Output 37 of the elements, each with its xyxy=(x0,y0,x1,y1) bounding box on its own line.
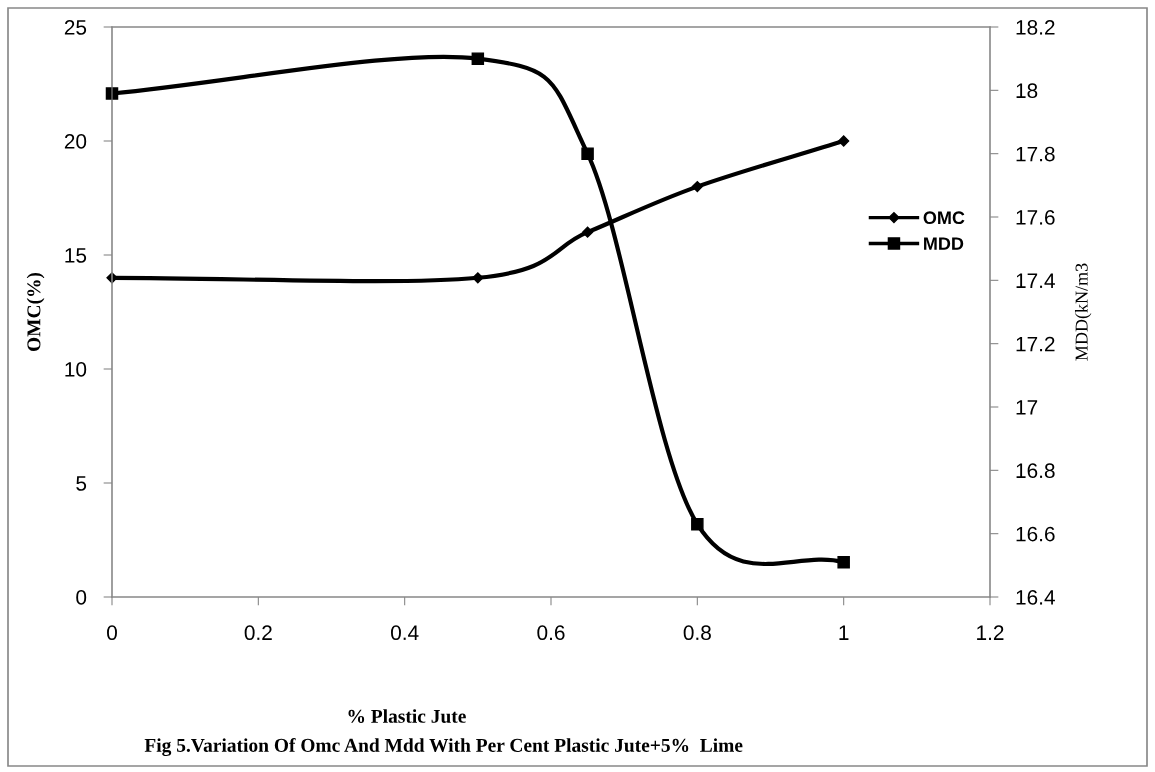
x-tick-label: 1.2 xyxy=(977,625,1004,640)
x-tick-label: 0.2 xyxy=(244,625,272,641)
y2-tick-label: 17.8 xyxy=(1016,146,1055,162)
y-tick-label: 10 xyxy=(65,362,87,377)
point xyxy=(581,226,594,238)
x-tick-label: 0.6 xyxy=(537,625,565,641)
y-tick-label: 0 xyxy=(76,590,87,605)
legend-label: MDD xyxy=(924,237,964,250)
legend-label: OMC xyxy=(923,211,965,225)
y2-tick-label: 17.6 xyxy=(1016,210,1055,225)
y2-tick-label: 18 xyxy=(1016,83,1038,99)
x-tick-label: 0.4 xyxy=(391,625,419,641)
y-axis-title: OMC(%) xyxy=(26,272,45,352)
y2-tick-label: 16.6 xyxy=(1016,526,1055,542)
y-tick-label: 25 xyxy=(64,20,87,35)
y2-tick-label: 17.4 xyxy=(1016,273,1055,288)
y-tick-label: 5 xyxy=(76,476,87,491)
point xyxy=(837,555,850,569)
caption: Fig 5.Variation Of Omc And Mdd With Per Cent Plastic Jute+5% Lime xyxy=(144,738,743,756)
y2-tick-label: 17 xyxy=(1016,400,1038,415)
point xyxy=(691,180,703,193)
y2-axis-title: MDD(kN/m3 xyxy=(1074,263,1092,361)
x-tick-label: 0 xyxy=(107,625,117,641)
y-tick-label: 15 xyxy=(65,248,87,263)
y2-tick-label: 17.2 xyxy=(1016,336,1055,352)
point xyxy=(472,272,484,284)
point xyxy=(581,147,594,160)
x-tick-label: 0.8 xyxy=(683,625,711,641)
y-tick-label: 20 xyxy=(64,134,87,149)
y2-tick-label: 16.8 xyxy=(1016,463,1055,479)
point xyxy=(691,517,704,531)
point xyxy=(838,135,850,147)
y2-tick-label: 16.4 xyxy=(1016,590,1055,605)
y2-tick-label: 18.2 xyxy=(1016,20,1055,35)
point xyxy=(471,52,485,65)
x-axis-title: % Plastic Jute xyxy=(348,709,466,723)
x-tick-label: 1 xyxy=(839,625,849,640)
